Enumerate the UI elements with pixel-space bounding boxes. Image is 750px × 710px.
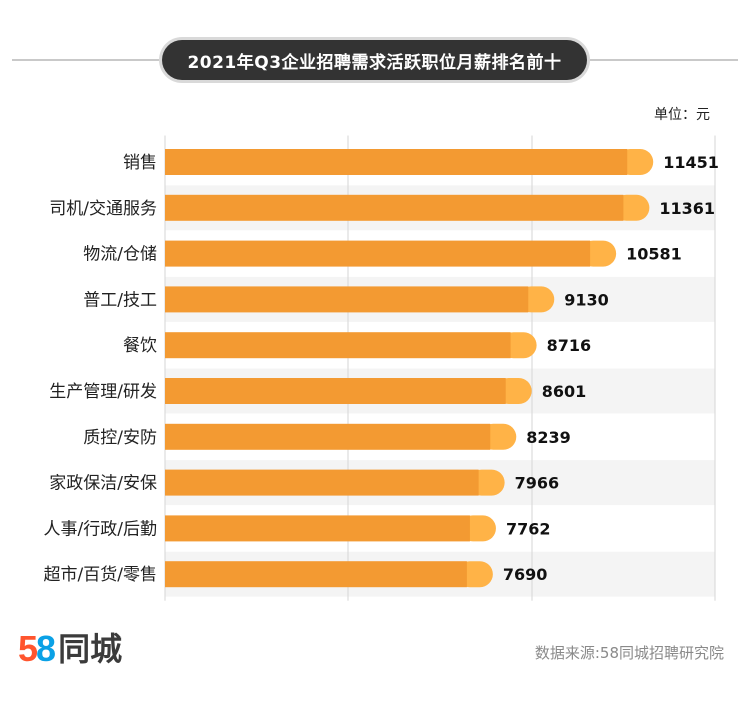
value-label: 7690 — [503, 565, 548, 584]
bars — [165, 149, 654, 588]
header-rule-left — [12, 59, 177, 61]
category-label: 司机/交通服务 — [49, 199, 157, 219]
bar — [165, 423, 491, 450]
value-label: 11451 — [663, 153, 719, 172]
bar — [165, 332, 511, 359]
category-label: 普工/技工 — [83, 290, 157, 310]
category-label: 人事/行政/后勤 — [44, 519, 157, 539]
category-label: 物流/仓储 — [83, 245, 157, 265]
labels: 销售 11451 司机/交通服务 11361 物流/仓储 10581 普工/技工 9130 餐饮… — [44, 153, 719, 585]
value-label: 7762 — [506, 519, 551, 538]
bar — [165, 561, 467, 588]
bar — [165, 149, 628, 175]
logo-digit-8: 8 — [36, 628, 57, 669]
bar — [165, 378, 506, 404]
bar — [165, 194, 624, 221]
value-label: 10581 — [626, 245, 682, 264]
value-label: 8601 — [542, 382, 587, 401]
value-label: 7966 — [515, 474, 560, 493]
value-label: 11361 — [659, 199, 715, 218]
unit-label: 单位：元 — [654, 107, 710, 123]
bar — [165, 469, 479, 496]
value-label: 8716 — [547, 336, 592, 355]
bar — [165, 286, 529, 313]
category-label: 家政保洁/安保 — [49, 474, 157, 494]
header-rule-right — [573, 59, 738, 61]
bar — [165, 515, 470, 542]
value-label: 8239 — [526, 428, 571, 447]
data-source: 数据来源:58同城招聘研究院 — [534, 644, 724, 662]
logo-text: 同城 — [58, 630, 123, 668]
value-label: 9130 — [564, 290, 609, 309]
category-label: 生产管理/研发 — [49, 382, 157, 402]
category-label: 餐饮 — [123, 336, 157, 356]
chart-title: 2021年Q3企业招聘需求活跃职位月薪排名前十 — [162, 40, 587, 80]
bar — [165, 240, 591, 267]
category-label: 超市/百货/零售 — [44, 565, 157, 585]
brand-logo: 5 8 同城 — [18, 627, 122, 669]
category-label: 质控/安防 — [83, 428, 157, 448]
logo-digit-5: 5 — [18, 628, 39, 669]
category-label: 销售 — [123, 153, 157, 173]
